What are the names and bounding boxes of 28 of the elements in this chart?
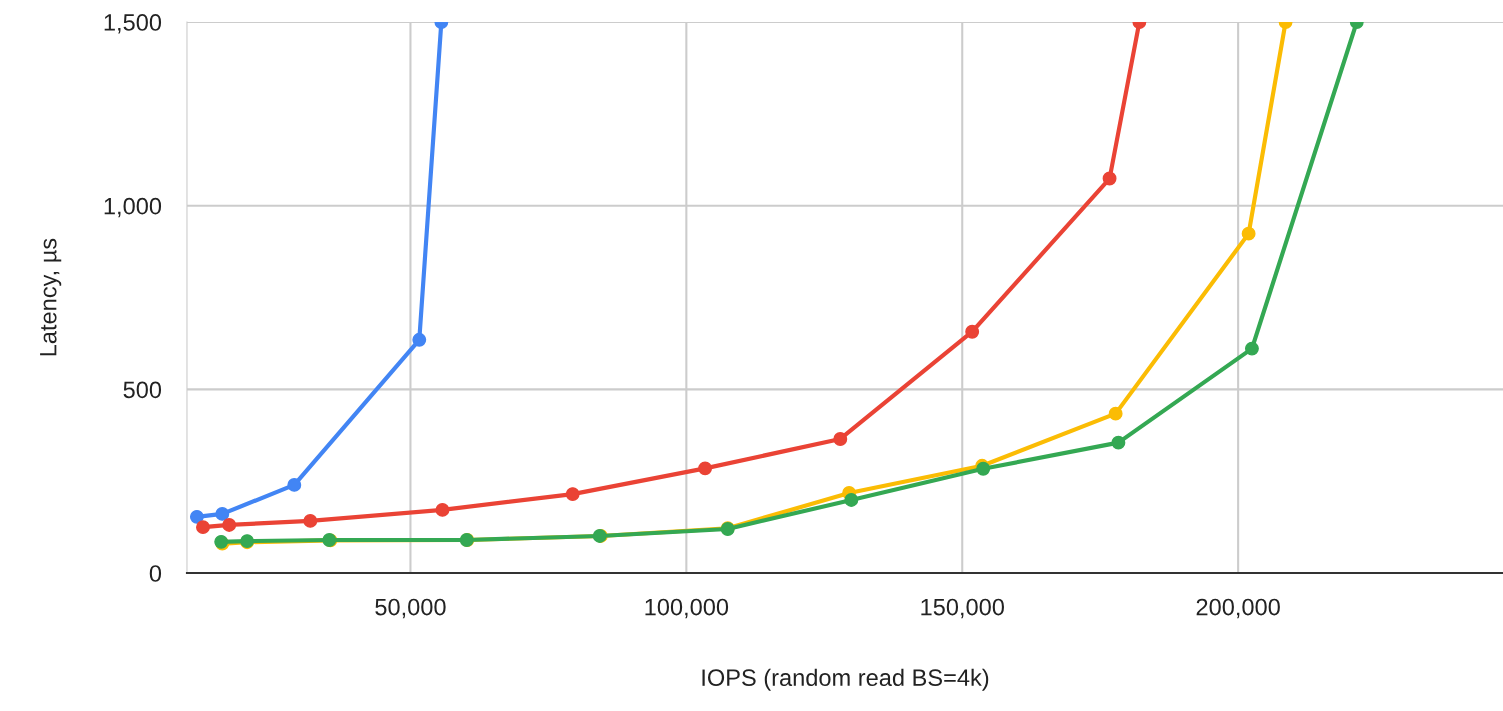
point: [844, 493, 859, 507]
x-axis-title: IOPS (random read BS=4k): [702, 668, 989, 691]
point: [189, 509, 204, 524]
point: [965, 324, 980, 339]
point: [412, 332, 427, 347]
x-tick-label: 50,000: [375, 598, 446, 619]
point: [565, 487, 580, 502]
point: [1108, 406, 1123, 421]
x-tick-label: 150,000: [921, 598, 1004, 619]
y-tick-label: 500: [123, 381, 162, 399]
point: [215, 506, 230, 521]
point: [833, 432, 848, 446]
x-tick-label: 200,000: [1196, 598, 1280, 619]
point: [698, 461, 713, 476]
point: [287, 477, 302, 492]
point: [435, 502, 450, 517]
point: [1241, 226, 1256, 241]
point: [222, 517, 237, 532]
point: [196, 520, 210, 535]
y-axis-title: Latency, µs: [40, 238, 62, 356]
y-tick-label: 1,000: [104, 197, 162, 218]
point: [303, 513, 318, 528]
x-tick-label: 100,000: [645, 598, 729, 619]
point: [1244, 341, 1259, 356]
point: [1102, 171, 1117, 186]
y-tick-label: 0: [149, 565, 162, 582]
y-tick-label: 1,500: [104, 14, 162, 34]
point: [1111, 435, 1126, 450]
